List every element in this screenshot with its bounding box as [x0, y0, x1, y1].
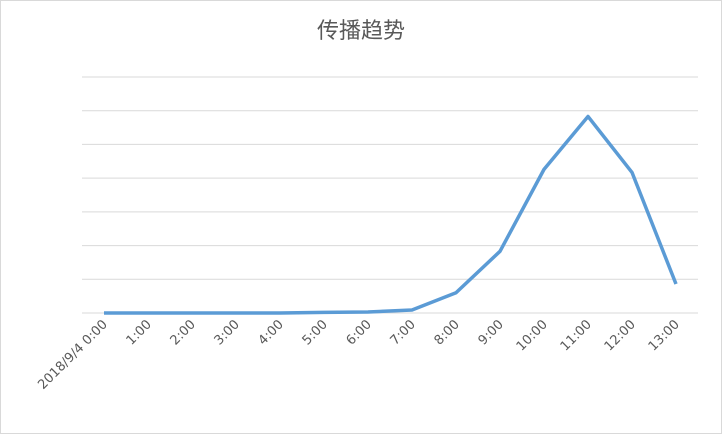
line-series [104, 114, 678, 315]
chart-title: 传播趋势 [317, 19, 405, 44]
